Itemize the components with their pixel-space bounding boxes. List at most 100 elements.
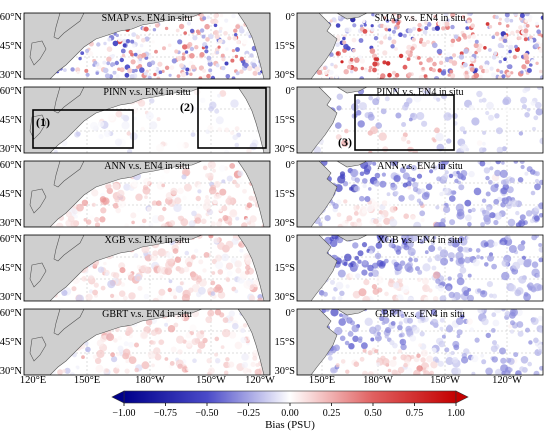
bias-point [189, 53, 195, 59]
bias-point [513, 352, 519, 358]
bias-point [337, 269, 346, 278]
bias-point [494, 31, 500, 37]
bias-point [204, 49, 209, 54]
bias-point [75, 67, 81, 73]
bias-point [171, 58, 177, 64]
bias-point [157, 61, 163, 67]
bias-point [153, 72, 157, 77]
bias-point [185, 340, 193, 347]
lat-tick-label: 15°S [274, 263, 295, 274]
bias-point [219, 312, 225, 318]
bias-point [128, 292, 136, 300]
bias-point [387, 36, 392, 41]
bias-point [355, 99, 361, 105]
bias-point [419, 239, 425, 244]
bias-point [533, 370, 540, 375]
bias-point [496, 146, 504, 153]
bias-point [170, 187, 178, 195]
bias-point [424, 21, 428, 25]
bias-point [440, 70, 447, 76]
bias-point [537, 315, 543, 322]
bias-point [434, 127, 440, 134]
bias-point [127, 68, 133, 74]
bias-point [248, 195, 254, 201]
bias-point [422, 263, 431, 272]
bias-point [175, 28, 180, 33]
bias-point [226, 270, 233, 277]
bias-point [463, 130, 467, 135]
bias-point [393, 282, 400, 289]
bias-point [459, 267, 467, 274]
bias-point [407, 317, 413, 324]
bias-point [241, 361, 248, 369]
bias-point [322, 291, 328, 297]
bias-point [379, 33, 384, 38]
bias-point [116, 189, 125, 198]
bias-point [456, 329, 463, 336]
panel-border [23, 86, 271, 154]
bias-point [136, 276, 141, 281]
bias-point [356, 372, 361, 375]
bias-point [451, 357, 459, 364]
bias-point [462, 246, 469, 253]
bias-point [242, 188, 247, 194]
bias-point [221, 328, 231, 338]
bias-point [524, 171, 529, 176]
bias-point [398, 333, 403, 338]
bias-point [99, 196, 107, 203]
bias-point [244, 270, 250, 275]
bias-point [362, 370, 368, 375]
bias-point [379, 23, 385, 28]
bias-point [120, 114, 126, 120]
bias-point [498, 60, 502, 64]
bias-point [332, 203, 339, 210]
bias-point [411, 37, 416, 42]
bias-point [125, 39, 131, 44]
bias-point [53, 149, 58, 153]
bias-point [494, 113, 500, 119]
bias-point [140, 126, 145, 132]
bias-point [422, 284, 430, 293]
bias-point [532, 126, 536, 131]
bias-point [336, 51, 340, 56]
bias-point [182, 195, 187, 201]
bias-point [406, 57, 411, 61]
bias-point [394, 297, 399, 301]
bias-point [207, 309, 215, 317]
bias-point [464, 199, 472, 207]
bias-point [514, 289, 522, 297]
bias-point [214, 108, 220, 114]
bias-point [149, 121, 158, 130]
bias-point [417, 269, 423, 275]
colorbar-tick-label: 0.00 [281, 408, 299, 419]
bias-point [365, 204, 374, 212]
bias-point [447, 73, 451, 77]
bias-point [507, 218, 516, 227]
bias-point [169, 65, 175, 70]
bias-point [221, 253, 229, 262]
bias-point [522, 88, 528, 94]
bias-point [501, 271, 510, 281]
bias-point [343, 199, 348, 204]
bias-point [431, 27, 436, 31]
bias-point [467, 208, 472, 214]
colorbar-label: Bias (PSU) [265, 419, 315, 431]
bias-point [344, 253, 352, 262]
bias-point [144, 195, 148, 199]
bias-point [208, 106, 214, 112]
bias-point [210, 75, 216, 79]
bias-point [362, 348, 367, 353]
panel-title: ANN v.s. EN4 in situ [377, 161, 462, 172]
bias-point [247, 65, 253, 71]
bias-point [147, 75, 152, 79]
bias-point [97, 120, 105, 128]
bias-point [239, 248, 244, 253]
bias-point [167, 43, 172, 48]
bias-point [231, 76, 236, 79]
bias-point [346, 215, 353, 222]
bias-point [479, 161, 486, 167]
bias-point [456, 170, 460, 175]
bias-point [186, 21, 191, 26]
panel-border [23, 308, 271, 376]
bias-point [429, 370, 434, 375]
